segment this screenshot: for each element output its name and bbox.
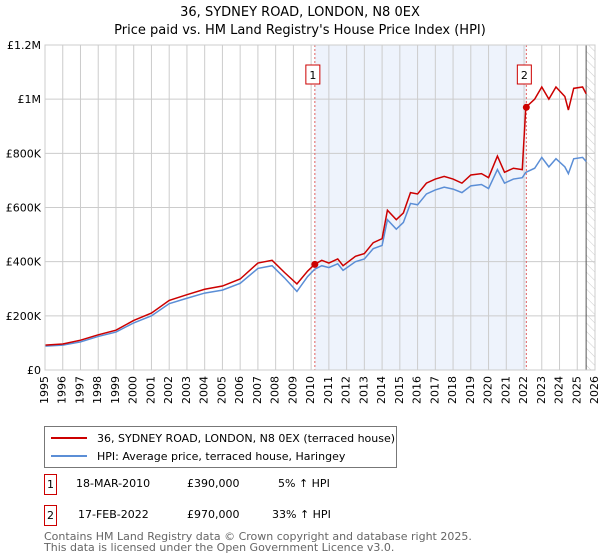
y-tick-label: £1.2M (7, 39, 41, 52)
y-tick-label: £400K (6, 256, 42, 269)
x-tick-label: 2014 (375, 376, 388, 404)
transaction-hpi: 5% ↑ HPI (278, 477, 330, 490)
y-tick-label: £0 (27, 364, 41, 377)
annotation-box (516, 64, 532, 85)
transaction-marker: 1 (44, 474, 57, 495)
x-tick-label: 2001 (144, 376, 157, 404)
transaction-price: £970,000 (187, 508, 240, 521)
x-tick-label: 2023 (535, 376, 548, 404)
legend-swatch-red (51, 437, 87, 439)
plot-border (44, 44, 596, 371)
x-tick-label: 2000 (127, 376, 140, 404)
x-tick-label: 2019 (464, 376, 477, 404)
title-line: 36, SYDNEY ROAD, LONDON, N8 0EX (180, 5, 420, 20)
hpi-line (44, 156, 587, 347)
x-tick-label: 2002 (162, 376, 175, 404)
subtitle-line: Price paid vs. HM Land Registry's House … (114, 23, 486, 38)
legend: 36, SYDNEY ROAD, LONDON, N8 0EX (terrace… (44, 426, 397, 468)
x-tick-label: 2020 (482, 376, 495, 404)
x-tick-label: 2021 (499, 376, 512, 404)
x-tick-label: 2006 (233, 376, 246, 404)
transaction-date: 17-FEB-2022 (78, 508, 149, 521)
annotation-box (305, 64, 321, 85)
x-tick-label: 2017 (428, 376, 441, 404)
x-tick-label: 1997 (73, 376, 86, 404)
annotation-label: 2 (521, 69, 528, 82)
y-tick-label: £200K (6, 310, 42, 323)
x-tick-label: 1998 (91, 376, 104, 404)
x-tick-label: 2024 (553, 376, 566, 404)
property-price-line (44, 85, 587, 346)
x-tick-label: 2007 (251, 376, 264, 404)
price-chart: 1995 1996 1997 1998 1999 2000 2001 2002 2003 2004… (6, 39, 600, 404)
legend-label: HPI: Average price, terraced house, Hari… (97, 449, 346, 463)
x-tick-label: 2015 (393, 376, 406, 404)
annotation-label: 1 (309, 69, 316, 82)
x-tick-label: 2010 (304, 376, 317, 404)
x-tick-label: 2008 (269, 376, 282, 404)
y-tick-label: £600K (6, 202, 42, 215)
transaction-point (311, 260, 319, 268)
transaction-point (522, 103, 530, 111)
x-tick-label: 2011 (322, 376, 335, 404)
transaction-date: 18-MAR-2010 (76, 477, 151, 490)
transaction-price: £390,000 (187, 477, 240, 490)
legend-swatch-blue (51, 455, 87, 457)
x-tick-label: 2016 (411, 376, 424, 404)
x-tick-label: 1995 (38, 376, 51, 404)
legend-item-hpi: HPI: Average price, terraced house, Hari… (51, 447, 345, 465)
y-tick-label: £800K (6, 147, 42, 160)
x-tick-label: 2012 (340, 376, 353, 404)
x-tick-label: 2026 (588, 376, 600, 404)
footer: Contains HM Land Registry data © Crown c… (44, 531, 472, 553)
x-tick-label: 2009 (286, 376, 299, 404)
x-tick-label: 1996 (56, 376, 69, 404)
x-tick-label: 1999 (109, 376, 122, 404)
x-tick-label: 2025 (570, 376, 583, 404)
x-tick-label: 2013 (357, 376, 370, 404)
legend-label: 36, SYDNEY ROAD, LONDON, N8 0EX (terrace… (97, 431, 396, 445)
x-tick-label: 2005 (215, 376, 228, 404)
chart-title: 36, SYDNEY ROAD, LONDON, N8 0EX Price pa… (0, 4, 600, 40)
x-tick-label: 2018 (446, 376, 459, 404)
footer-line: Contains HM Land Registry data © Crown c… (44, 530, 472, 543)
transaction-marker: 2 (44, 505, 57, 526)
x-tick-label: 2004 (198, 376, 211, 404)
footer-line: This data is licensed under the Open Gov… (44, 541, 395, 554)
y-tick-label: £1M (18, 93, 42, 106)
legend-item-property: 36, SYDNEY ROAD, LONDON, N8 0EX (terrace… (51, 429, 395, 447)
x-tick-label: 2003 (180, 376, 193, 404)
transaction-hpi: 33% ↑ HPI (272, 508, 331, 521)
x-tick-label: 2022 (517, 376, 530, 404)
